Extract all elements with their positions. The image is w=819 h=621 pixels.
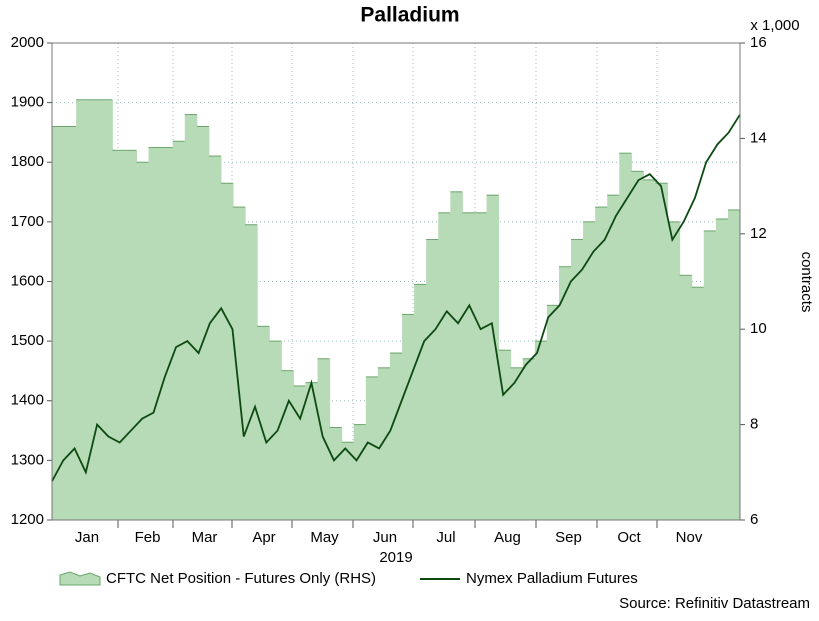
area-step xyxy=(462,212,475,520)
area-step xyxy=(438,212,451,520)
y-tick-label: 1600 xyxy=(11,272,44,289)
area-step xyxy=(377,367,391,520)
y-tick-label: 1400 xyxy=(11,392,44,409)
area-step xyxy=(245,224,258,520)
x-tick-label: Mar xyxy=(192,529,218,546)
x-tick-label: Sep xyxy=(555,529,582,546)
price-line xyxy=(51,114,741,482)
area-step xyxy=(558,266,572,520)
area-step xyxy=(607,195,620,520)
area-step xyxy=(571,239,584,521)
y2-tick-label: 14 xyxy=(750,129,767,146)
y-tick-label: 1900 xyxy=(11,94,44,111)
area-step xyxy=(208,156,222,520)
y-tick-label: 1700 xyxy=(11,213,44,230)
area-step xyxy=(76,99,89,520)
area-step xyxy=(172,141,186,520)
area-step xyxy=(329,427,343,520)
area-step xyxy=(643,179,657,521)
area-step xyxy=(486,195,500,520)
source: Source: Refinitiv Datastream xyxy=(619,595,810,612)
y2-tick-label: 6 xyxy=(750,511,758,528)
area-step xyxy=(619,153,632,520)
area-step xyxy=(64,126,77,520)
area-step xyxy=(402,314,415,520)
y2-tick-label: 16 xyxy=(750,34,767,51)
area-step xyxy=(52,126,65,520)
area-step xyxy=(655,183,669,520)
x-tick-label: Jul xyxy=(436,529,455,546)
area-step xyxy=(595,207,608,520)
x-tick-label: Jun xyxy=(373,529,397,546)
legend-swatch xyxy=(59,571,101,586)
x-tick-label: Apr xyxy=(252,529,275,546)
area-step xyxy=(365,376,379,520)
x-tick-label: Aug xyxy=(494,529,521,546)
area-step xyxy=(353,424,367,520)
area-step xyxy=(233,207,246,520)
area-step xyxy=(281,370,294,520)
y2-tick-label: 12 xyxy=(750,225,767,242)
area-step xyxy=(184,114,198,521)
area-step xyxy=(341,442,355,520)
x-tick-label: Oct xyxy=(617,529,641,546)
area-step xyxy=(522,358,536,520)
area-step xyxy=(269,341,282,520)
x-axis-label: 2019 xyxy=(379,549,412,566)
area-step xyxy=(546,305,560,520)
area-step xyxy=(631,171,644,521)
plot-frame xyxy=(51,42,741,521)
area-step xyxy=(703,230,717,521)
y2-tick-label: 10 xyxy=(750,320,767,337)
area-step xyxy=(100,99,113,520)
area-step xyxy=(450,191,463,520)
area-step xyxy=(136,162,150,520)
x-tick-label: Nov xyxy=(676,529,703,546)
data xyxy=(51,99,741,521)
area-step xyxy=(148,147,162,520)
area-step xyxy=(727,209,741,520)
area-step xyxy=(196,126,210,520)
area-step xyxy=(160,147,174,520)
x-tick-label: May xyxy=(310,529,339,546)
area-step xyxy=(498,350,512,520)
area-step xyxy=(667,221,681,520)
area-step xyxy=(88,99,101,520)
y-tick-label: 1500 xyxy=(11,332,44,349)
area-step xyxy=(389,353,403,520)
y-tick-label: 2000 xyxy=(11,34,44,51)
x-tick-label: Jan xyxy=(75,529,99,546)
area-step xyxy=(112,150,125,520)
area-step xyxy=(474,212,488,520)
x-tick-label: Feb xyxy=(135,529,161,546)
y2-axis-label: contracts xyxy=(798,252,815,313)
area-step xyxy=(305,382,319,520)
area-step xyxy=(257,326,270,520)
area-step xyxy=(414,284,427,520)
area-step xyxy=(426,239,439,521)
y-tick-label: 1800 xyxy=(11,153,44,170)
area-step xyxy=(534,341,548,520)
area-step xyxy=(510,367,524,520)
axis-multiplier: x 1,000 xyxy=(750,17,799,34)
y-tick-label: 1300 xyxy=(11,451,44,468)
area-step xyxy=(293,385,306,520)
y2-tick-label: 8 xyxy=(750,416,758,433)
y-tick-label: 1200 xyxy=(11,511,44,528)
chart-title: Palladium xyxy=(360,4,459,27)
area-step xyxy=(691,287,705,520)
area-step xyxy=(220,183,234,520)
legend-label: CFTC Net Position - Futures Only (RHS) xyxy=(106,570,376,587)
area-step xyxy=(679,275,693,520)
area-step xyxy=(583,221,596,520)
area-step xyxy=(124,150,137,520)
legend-label: Nymex Palladium Futures xyxy=(466,570,638,587)
area-step xyxy=(715,219,729,520)
